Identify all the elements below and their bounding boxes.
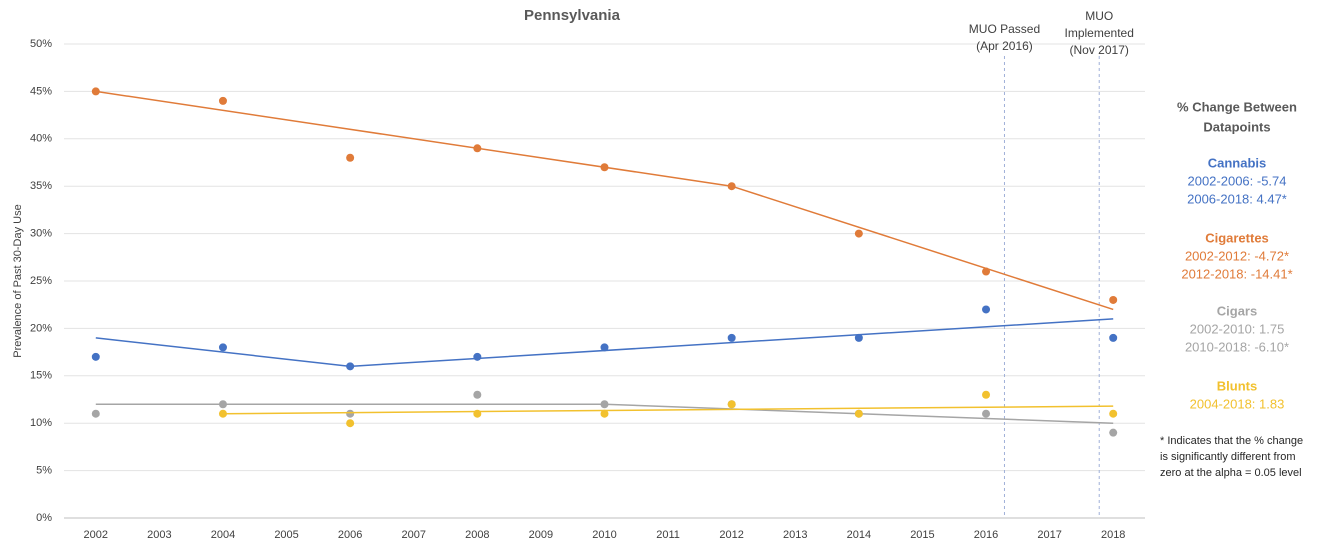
y-tick-label: 45% xyxy=(30,85,52,97)
y-tick-label: 25% xyxy=(30,275,52,287)
x-tick-label: 2005 xyxy=(274,529,298,541)
trend-line xyxy=(222,405,1114,415)
y-tick-label: 5% xyxy=(36,465,52,477)
x-tick-label: 2017 xyxy=(1037,529,1061,541)
panel-change: 2012-2018: -14.41* xyxy=(1181,266,1292,281)
data-point xyxy=(727,333,736,342)
data-point xyxy=(1109,409,1118,418)
data-point xyxy=(1109,428,1118,437)
panel-change: 2010-2018: -6.10* xyxy=(1185,339,1289,354)
x-tick-label: 2004 xyxy=(211,529,235,541)
data-point xyxy=(218,343,227,352)
data-point xyxy=(600,343,609,352)
data-point xyxy=(982,305,991,314)
y-tick-label: 35% xyxy=(30,180,52,192)
x-tick-label: 2010 xyxy=(592,529,616,541)
x-tick-label: 2009 xyxy=(529,529,553,541)
data-point xyxy=(473,352,482,361)
data-point xyxy=(91,352,100,361)
data-point xyxy=(1109,295,1118,304)
data-point xyxy=(346,419,355,428)
y-tick-label: 15% xyxy=(30,370,52,382)
event-label: (Nov 2017) xyxy=(1070,43,1129,57)
data-point xyxy=(346,153,355,162)
data-point xyxy=(600,400,609,409)
y-tick-label: 40% xyxy=(30,133,52,145)
chart-title: Pennsylvania xyxy=(524,7,621,24)
y-tick-label: 10% xyxy=(30,417,52,429)
data-point xyxy=(727,182,736,191)
trend-line xyxy=(95,90,1114,311)
x-tick-label: 2018 xyxy=(1101,529,1125,541)
data-point xyxy=(854,333,863,342)
x-tick-label: 2006 xyxy=(338,529,362,541)
x-tick-label: 2011 xyxy=(656,529,680,541)
panel-change: 2002-2010: 1.75 xyxy=(1190,321,1285,336)
x-tick-label: 2013 xyxy=(783,529,807,541)
event-label: MUO xyxy=(1085,9,1113,23)
panel-series-name: Cigarettes xyxy=(1205,230,1269,245)
event-label: (Apr 2016) xyxy=(976,39,1033,53)
panel-title: Datapoints xyxy=(1203,119,1270,134)
data-point xyxy=(727,400,736,409)
event-label: MUO Passed xyxy=(969,22,1040,36)
panel-change: 2004-2018: 1.83 xyxy=(1190,396,1285,411)
x-tick-label: 2015 xyxy=(910,529,934,541)
footnote: is significantly different from xyxy=(1160,451,1296,463)
panel-change: 2006-2018: 4.47* xyxy=(1187,191,1287,206)
x-tick-label: 2002 xyxy=(84,529,108,541)
x-tick-label: 2007 xyxy=(401,529,425,541)
data-point xyxy=(473,409,482,418)
y-tick-label: 20% xyxy=(30,322,52,334)
panel-series-name: Cannabis xyxy=(1208,155,1267,170)
trend-line xyxy=(95,318,1114,368)
footnote: * Indicates that the % change xyxy=(1160,435,1303,447)
data-point xyxy=(1109,333,1118,342)
data-point xyxy=(982,267,991,276)
data-point xyxy=(473,390,482,399)
data-point xyxy=(473,144,482,153)
data-point xyxy=(218,409,227,418)
data-point xyxy=(854,409,863,418)
data-point xyxy=(982,390,991,399)
data-point xyxy=(346,362,355,371)
data-point xyxy=(346,409,355,418)
y-axis-label: Prevalence of Past 30-Day Use xyxy=(12,204,24,357)
y-tick-label: 30% xyxy=(30,228,52,240)
x-tick-label: 2012 xyxy=(719,529,743,541)
x-tick-label: 2003 xyxy=(147,529,171,541)
panel-title: % Change Between xyxy=(1177,99,1297,114)
data-point xyxy=(218,400,227,409)
panel-change: 2002-2012: -4.72* xyxy=(1185,248,1289,263)
panel-change: 2002-2006: -5.74 xyxy=(1187,173,1286,188)
panel-series-name: Blunts xyxy=(1217,378,1257,393)
data-point xyxy=(600,409,609,418)
data-point xyxy=(854,229,863,238)
x-tick-label: 2008 xyxy=(465,529,489,541)
event-label: Implemented xyxy=(1065,26,1134,40)
data-point xyxy=(91,87,100,96)
panel-series-name: Cigars xyxy=(1217,303,1257,318)
footnote: zero at the alpha = 0.05 level xyxy=(1160,467,1302,479)
y-tick-label: 0% xyxy=(36,512,52,524)
data-point xyxy=(600,163,609,172)
x-tick-label: 2016 xyxy=(974,529,998,541)
data-point xyxy=(982,409,991,418)
y-tick-label: 50% xyxy=(30,38,52,50)
data-point xyxy=(218,96,227,105)
x-tick-label: 2014 xyxy=(847,529,871,541)
data-point xyxy=(91,409,100,418)
